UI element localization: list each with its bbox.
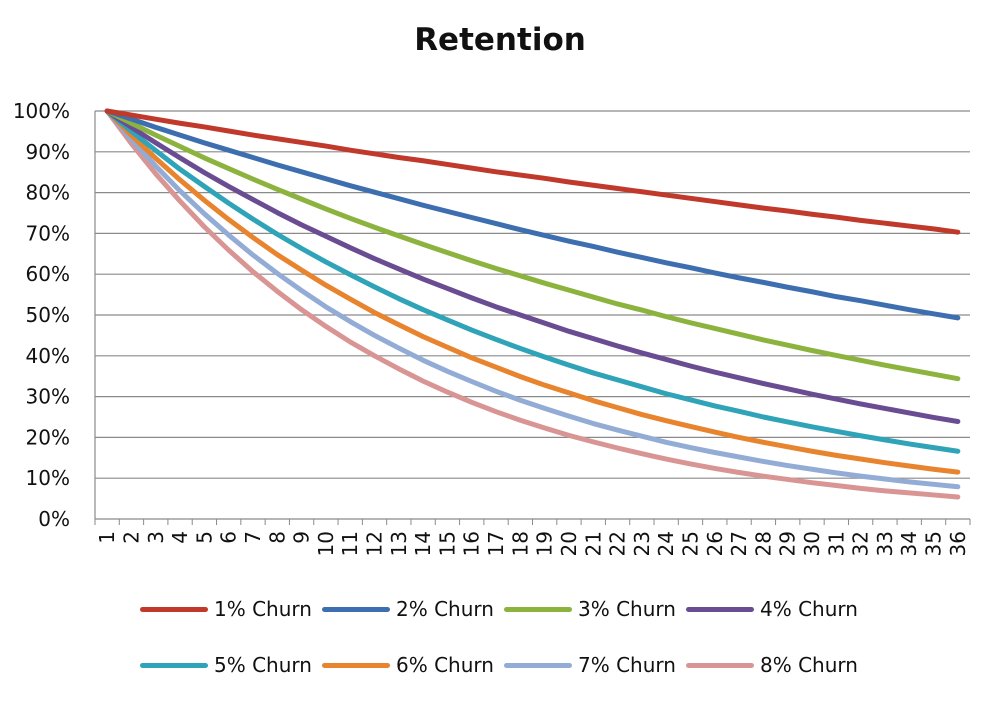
legend-item: 5% Churn bbox=[140, 652, 322, 678]
legend-label: 7% Churn bbox=[578, 653, 676, 677]
y-tick-label: 60% bbox=[26, 262, 70, 286]
legend-swatch bbox=[686, 606, 754, 612]
x-tick-label: 28 bbox=[751, 531, 775, 556]
x-tick-label: 35 bbox=[922, 531, 946, 556]
x-tick-label: 2 bbox=[119, 531, 143, 544]
legend-label: 1% Churn bbox=[214, 597, 312, 621]
x-tick-label: 1 bbox=[95, 531, 119, 544]
x-tick-label: 8 bbox=[265, 531, 289, 544]
x-tick-label: 17 bbox=[484, 531, 508, 556]
y-tick-label: 30% bbox=[26, 385, 70, 409]
series-line bbox=[104, 108, 961, 454]
legend-label: 2% Churn bbox=[396, 597, 494, 621]
x-tick-label: 31 bbox=[824, 531, 848, 556]
x-tick-label: 30 bbox=[800, 531, 824, 556]
x-tick-label: 20 bbox=[557, 531, 581, 556]
x-tick-label: 19 bbox=[533, 531, 557, 556]
series-line bbox=[104, 108, 961, 424]
x-tick-label: 10 bbox=[314, 531, 338, 556]
y-tick-label: 0% bbox=[38, 507, 70, 531]
chart-legend: 1% Churn 2% Churn 3% Churn 4% Churn 5% Churn… bbox=[140, 596, 900, 678]
x-tick-label: 7 bbox=[241, 531, 265, 544]
legend-item: 4% Churn bbox=[686, 596, 868, 622]
legend-item: 8% Churn bbox=[686, 652, 868, 678]
x-tick-label: 27 bbox=[727, 531, 751, 556]
x-tick-label: 13 bbox=[387, 531, 411, 556]
x-tick-label: 24 bbox=[654, 531, 678, 556]
y-tick-label: 40% bbox=[26, 344, 70, 368]
x-tick-label: 21 bbox=[581, 531, 605, 556]
x-tick-label: 6 bbox=[217, 531, 241, 544]
legend-label: 3% Churn bbox=[578, 597, 676, 621]
legend-label: 6% Churn bbox=[396, 653, 494, 677]
x-tick-label: 9 bbox=[290, 531, 314, 544]
legend-swatch bbox=[140, 606, 208, 612]
series-line bbox=[104, 108, 961, 382]
y-tick-label: 50% bbox=[26, 303, 70, 327]
x-tick-label: 18 bbox=[508, 531, 532, 556]
legend-swatch bbox=[686, 662, 754, 668]
x-tick-label: 3 bbox=[144, 531, 168, 544]
legend-label: 8% Churn bbox=[760, 653, 858, 677]
y-tick-label: 20% bbox=[26, 425, 70, 449]
series-line bbox=[104, 108, 961, 500]
x-tick-label: 22 bbox=[606, 531, 630, 556]
x-tick-label: 15 bbox=[435, 531, 459, 556]
x-tick-label: 14 bbox=[411, 531, 435, 556]
series-line bbox=[104, 108, 961, 475]
series-line bbox=[104, 108, 961, 490]
chart-title: Retention bbox=[414, 22, 586, 58]
x-tick-label: 23 bbox=[630, 531, 654, 556]
legend-item: 2% Churn bbox=[322, 596, 504, 622]
y-tick-label: 70% bbox=[26, 221, 70, 245]
legend-item: 7% Churn bbox=[504, 652, 686, 678]
x-tick-label: 25 bbox=[678, 531, 702, 556]
y-tick-label: 90% bbox=[26, 140, 70, 164]
x-tick-label: 4 bbox=[168, 531, 192, 544]
x-tick-label: 29 bbox=[776, 531, 800, 556]
x-tick-label: 34 bbox=[897, 531, 921, 556]
legend-label: 4% Churn bbox=[760, 597, 858, 621]
x-tick-label: 36 bbox=[946, 531, 970, 556]
x-tick-label: 11 bbox=[338, 531, 362, 556]
legend-swatch bbox=[140, 662, 208, 668]
legend-label: 5% Churn bbox=[214, 653, 312, 677]
y-tick-label: 80% bbox=[26, 181, 70, 205]
y-tick-label: 100% bbox=[13, 99, 70, 123]
x-tick-label: 16 bbox=[460, 531, 484, 556]
x-tick-label: 5 bbox=[192, 531, 216, 544]
series-line bbox=[104, 108, 961, 321]
series-line bbox=[104, 108, 961, 235]
x-tick-label: 33 bbox=[873, 531, 897, 556]
x-tick-label: 32 bbox=[849, 531, 873, 556]
legend-item: 3% Churn bbox=[504, 596, 686, 622]
legend-item: 1% Churn bbox=[140, 596, 322, 622]
legend-swatch bbox=[322, 662, 390, 668]
y-tick-label: 10% bbox=[26, 466, 70, 490]
legend-item: 6% Churn bbox=[322, 652, 504, 678]
x-tick-label: 12 bbox=[363, 531, 387, 556]
legend-swatch bbox=[504, 606, 572, 612]
x-tick-label: 26 bbox=[703, 531, 727, 556]
legend-swatch bbox=[322, 606, 390, 612]
legend-swatch bbox=[504, 662, 572, 668]
